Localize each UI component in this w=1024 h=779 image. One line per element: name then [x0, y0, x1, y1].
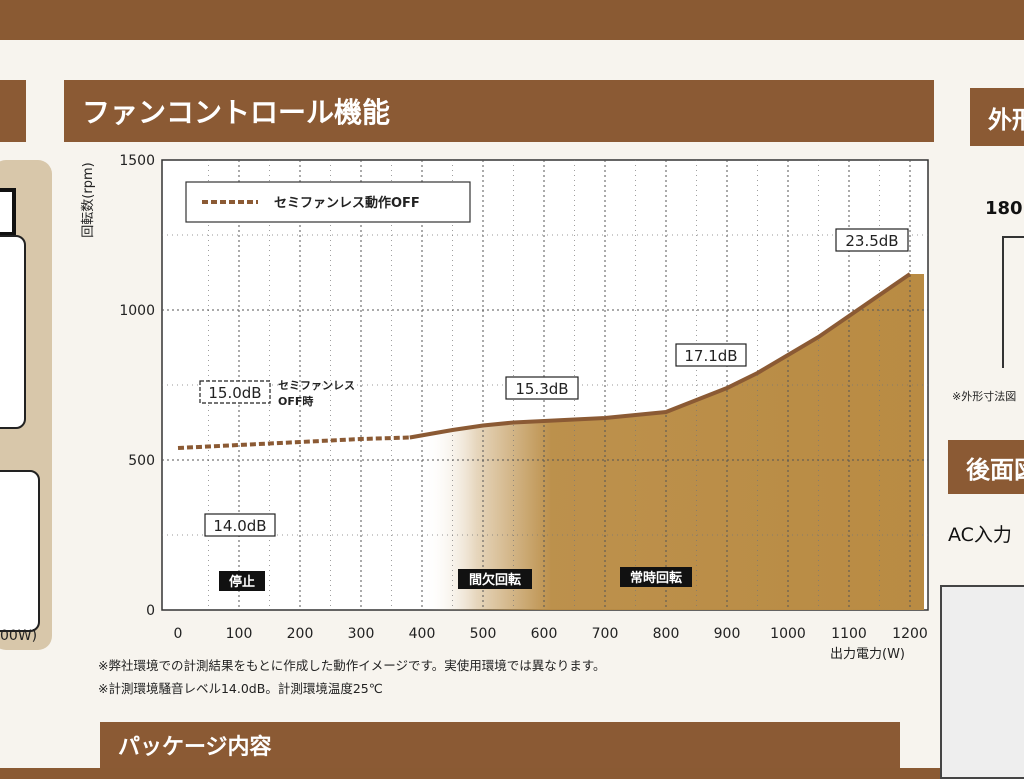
- y-tick-label: 500: [128, 453, 155, 469]
- x-tick-label: 500: [470, 626, 497, 642]
- db-label-box: [675, 343, 747, 367]
- dimension-value: 180: [985, 198, 1023, 219]
- x-tick-label: 800: [653, 626, 680, 642]
- db-label-box: [204, 513, 276, 537]
- annotation-text: セミファンレス: [278, 379, 355, 392]
- x-tick-label: 0: [174, 626, 183, 642]
- left-square-icon: [0, 188, 16, 236]
- left-box: [0, 235, 26, 429]
- x-tick-label: 1100: [831, 626, 867, 642]
- series-line: [177, 435, 410, 450]
- db-label: 14.0dB: [213, 517, 266, 535]
- db-label: 15.3dB: [515, 380, 568, 398]
- db-label: 15.0dB: [208, 384, 261, 402]
- annotation-text: OFF時: [278, 394, 313, 408]
- db-label-box: [835, 228, 909, 252]
- legend-label: セミファンレス動作OFF: [274, 195, 420, 211]
- x-tick-label: 300: [348, 626, 375, 642]
- zone-tag: [458, 569, 532, 589]
- x-axis-label: 出力電力(W): [830, 647, 905, 662]
- ac-input-label: AC入力: [948, 524, 1012, 546]
- dimension-note: ※外形寸法図: [952, 390, 1017, 403]
- zone-tag: [219, 571, 265, 591]
- chart-note: ※弊社環境での計測結果をもとに作成した動作イメージです。実使用環境では異なります…: [98, 658, 606, 673]
- y-tick-label: 1500: [119, 153, 155, 169]
- left-box: [0, 470, 40, 632]
- left-text: 00W): [0, 628, 38, 644]
- x-tick-label: 600: [531, 626, 558, 642]
- x-tick-label: 200: [287, 626, 314, 642]
- series-line: [409, 272, 912, 440]
- psu-rear-illustration: [940, 585, 1024, 779]
- y-axis-label: 回転数(rpm): [81, 162, 96, 237]
- x-tick-label: 900: [714, 626, 741, 642]
- chart-note: ※計測環境騒音レベル14.0dB。計測環境温度25℃: [98, 681, 383, 696]
- bottom-section-title: パッケージ内容: [100, 722, 900, 768]
- zone-label: 間欠回転: [469, 572, 521, 588]
- y-tick-label: 0: [146, 603, 155, 619]
- x-tick-label: 400: [409, 626, 436, 642]
- db-label-box: [505, 376, 579, 400]
- x-tick-label: 1000: [770, 626, 806, 642]
- zone-tag: [620, 567, 692, 587]
- zone-label: 常時回転: [630, 570, 682, 586]
- right-section-title-2: 後面図: [948, 440, 1024, 494]
- x-tick-label: 1200: [892, 626, 928, 642]
- zone-label: 停止: [229, 574, 255, 590]
- area-fill: [178, 274, 924, 610]
- box-outline: [1002, 236, 1024, 368]
- right-section-title: 外形: [970, 88, 1024, 146]
- db-label: 23.5dB: [845, 232, 898, 250]
- db-label: 17.1dB: [684, 347, 737, 365]
- section-title: ファンコントロール機能: [64, 80, 934, 142]
- left-section-tab: [0, 80, 26, 142]
- db-label-box: [199, 380, 271, 404]
- y-tick-label: 1000: [119, 303, 155, 319]
- x-tick-label: 100: [226, 626, 253, 642]
- x-tick-label: 700: [592, 626, 619, 642]
